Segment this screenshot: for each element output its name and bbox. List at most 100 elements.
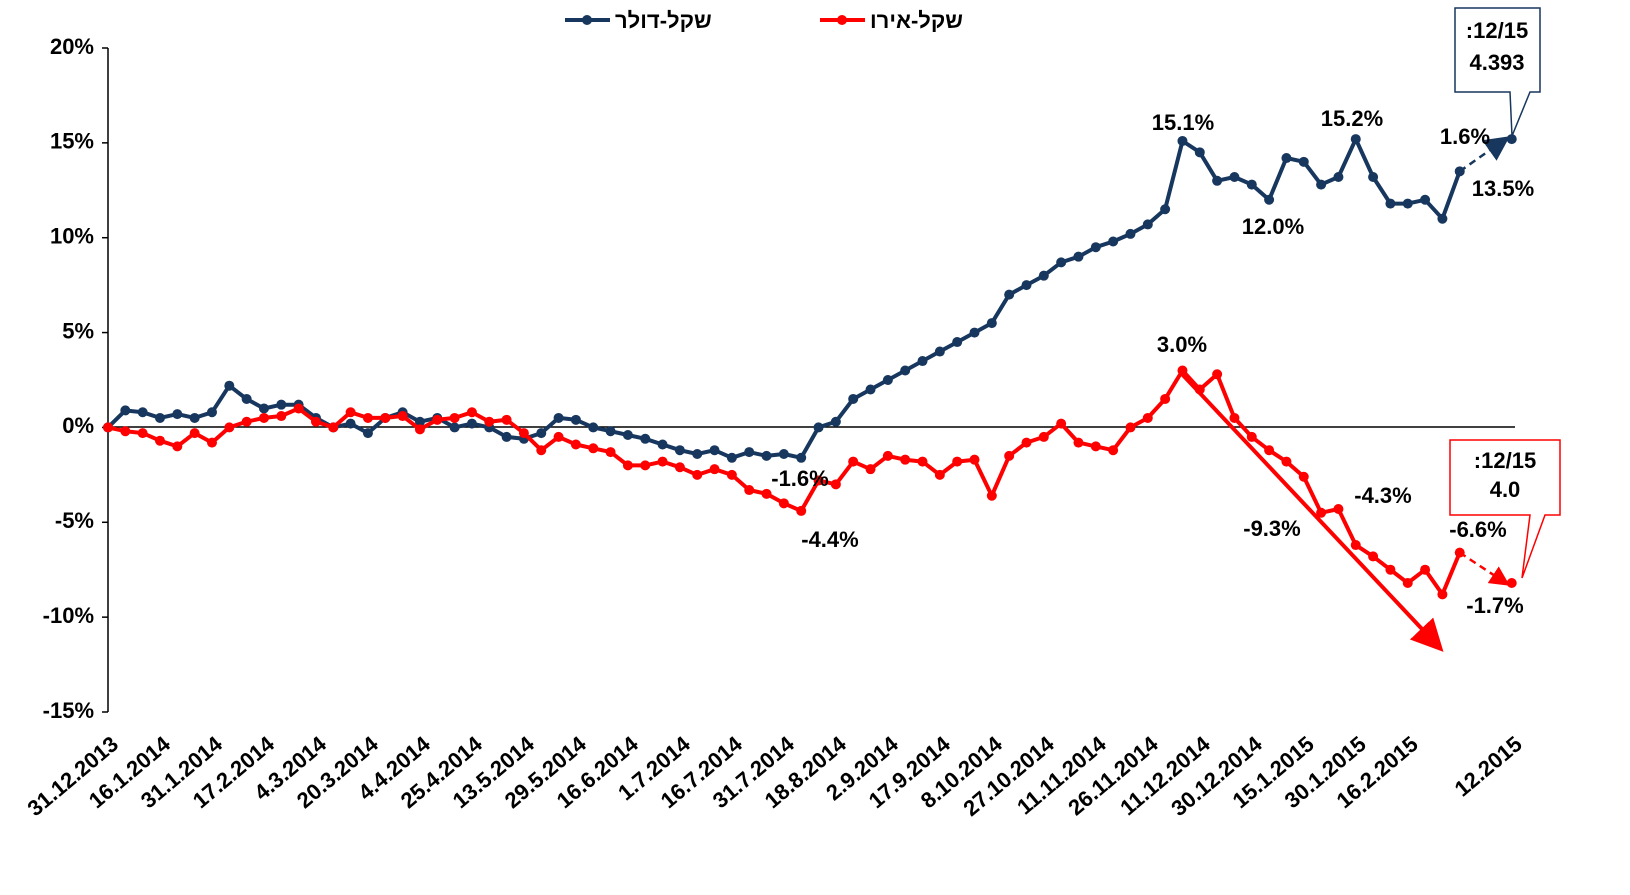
point [1316, 179, 1327, 190]
point [952, 456, 963, 467]
point [882, 375, 893, 385]
point [986, 318, 997, 329]
point [1368, 172, 1379, 183]
y-tick-label: 15% [50, 129, 94, 154]
point [137, 428, 148, 439]
point [588, 422, 599, 433]
point [1142, 219, 1153, 230]
point [1264, 445, 1275, 456]
point [726, 469, 737, 480]
point [103, 422, 113, 433]
point [120, 426, 131, 437]
point [1056, 418, 1067, 429]
point [1212, 369, 1223, 380]
point [380, 412, 391, 423]
forecast-connector [1459, 136, 1510, 173]
y-tick-label: 20% [50, 34, 94, 59]
point [934, 469, 945, 480]
point [1281, 456, 1292, 467]
point [1021, 437, 1032, 448]
point [1350, 540, 1361, 551]
point [848, 456, 859, 467]
point [882, 450, 893, 461]
y-tick-label: 10% [50, 224, 94, 249]
annotation: 4.0 [1490, 477, 1521, 502]
point [224, 422, 235, 433]
point [1021, 280, 1032, 291]
point [830, 416, 841, 427]
point [345, 407, 356, 418]
point [449, 422, 460, 433]
point [1056, 257, 1067, 268]
point [848, 393, 859, 404]
point [1004, 450, 1015, 461]
point [1454, 547, 1465, 558]
point [328, 422, 339, 433]
point [778, 448, 789, 459]
point [657, 456, 668, 467]
point [709, 445, 720, 456]
point [900, 365, 911, 376]
point [536, 428, 547, 439]
point [137, 407, 148, 418]
point [1073, 251, 1084, 262]
trend-arrow [1178, 370, 1444, 652]
point [1142, 412, 1153, 423]
point [605, 447, 616, 458]
point [1229, 172, 1240, 183]
point [830, 479, 841, 490]
annotation: -4.4% [801, 527, 858, 552]
point [813, 475, 824, 486]
point [1160, 393, 1171, 404]
point [1402, 577, 1413, 588]
point [172, 441, 183, 452]
point [1385, 198, 1396, 209]
point [1108, 236, 1119, 247]
annotation: :12/15 [1474, 448, 1536, 473]
legend-label: שקל-דולר [615, 8, 712, 33]
annotation: 1.6% [1440, 124, 1490, 149]
point [154, 435, 165, 446]
point [553, 431, 564, 442]
point [310, 416, 321, 427]
annotation: 4.393 [1469, 50, 1524, 75]
point [258, 403, 269, 414]
point [1229, 412, 1240, 423]
point [466, 418, 477, 429]
point [952, 337, 963, 348]
annotation: 15.1% [1152, 110, 1214, 135]
point [744, 447, 755, 458]
point [640, 460, 651, 471]
point [1437, 589, 1448, 600]
point [466, 407, 477, 418]
point [674, 445, 685, 456]
point [570, 414, 581, 425]
point [1160, 204, 1171, 215]
point [744, 485, 755, 496]
y-tick-label: -5% [55, 508, 94, 533]
annotation: -4.3% [1354, 483, 1411, 508]
point [622, 430, 633, 441]
point [1125, 422, 1136, 433]
point [1038, 270, 1049, 281]
point [553, 412, 564, 423]
point [206, 407, 217, 418]
y-tick-label: 0% [62, 413, 94, 438]
point [1212, 175, 1223, 186]
point [1090, 441, 1101, 452]
point [449, 412, 460, 423]
point [796, 505, 807, 516]
point [362, 428, 373, 439]
point [154, 412, 165, 423]
point [588, 443, 599, 454]
annotation: 15.2% [1321, 106, 1383, 131]
point [1437, 213, 1448, 224]
legend-marker [837, 15, 847, 25]
point [1177, 365, 1188, 376]
point [1420, 564, 1431, 575]
point [813, 422, 824, 433]
point [1038, 431, 1049, 442]
point [726, 452, 737, 463]
point [657, 439, 668, 450]
point [501, 431, 512, 442]
